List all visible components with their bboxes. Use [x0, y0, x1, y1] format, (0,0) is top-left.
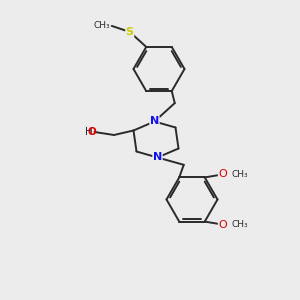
Text: CH₃: CH₃ — [94, 21, 110, 30]
Text: H: H — [85, 127, 92, 137]
Text: N: N — [150, 116, 159, 127]
Text: S: S — [126, 27, 134, 37]
Text: N: N — [153, 152, 162, 163]
Text: O: O — [218, 220, 227, 230]
Text: O: O — [218, 169, 227, 179]
Text: O: O — [88, 127, 96, 137]
Text: CH₃: CH₃ — [231, 220, 248, 229]
Text: CH₃: CH₃ — [231, 170, 248, 179]
